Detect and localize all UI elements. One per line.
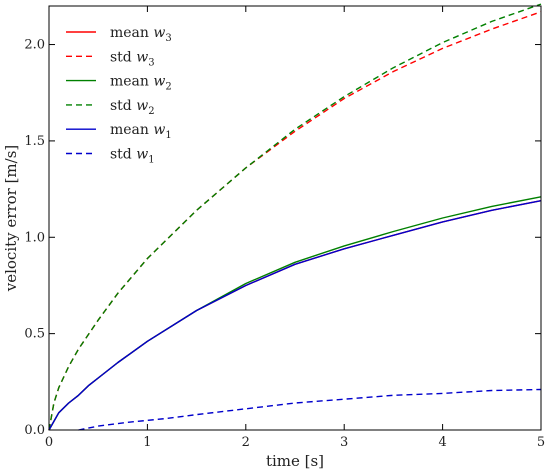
legend-label-var: w	[136, 49, 148, 65]
y-tick-label: 0.0	[24, 423, 45, 438]
legend-label-0: mean w3	[110, 25, 172, 44]
axis-ticks: 0 1 2 3 4 5 0.0 0.5 1.0 1.5 2.0	[24, 6, 545, 450]
legend-label-text: std	[110, 98, 136, 114]
legend-label-subscript: 2	[165, 82, 171, 93]
series-line-3	[48, 3, 542, 431]
y-axis-label: velocity error [m/s]	[2, 145, 20, 293]
legend-label-text: mean	[110, 122, 153, 138]
legend-label-1: std w3	[110, 49, 155, 68]
series-layer	[48, 3, 542, 431]
legend-label-4: mean w1	[110, 122, 172, 141]
legend-label-text: mean	[110, 74, 153, 90]
legend-label-var: w	[153, 122, 165, 138]
x-tick-label: 3	[340, 435, 348, 450]
plot-area-frame	[48, 5, 542, 431]
legend-label-var: w	[136, 98, 148, 114]
legend-label-subscript: 1	[148, 155, 154, 166]
x-tick-label: 4	[438, 435, 446, 450]
legend-label-text: mean	[110, 25, 153, 41]
series-line-2	[48, 196, 542, 431]
y-tick-label: 1.0	[24, 230, 45, 245]
legend-label-var: w	[136, 147, 148, 163]
x-tick-label: 5	[537, 435, 545, 450]
legend-label-5: std w1	[110, 147, 155, 166]
series-line-5	[78, 388, 542, 431]
x-tick-label: 2	[242, 435, 250, 450]
legend-label-subscript: 1	[165, 130, 171, 141]
legend-label-subscript: 3	[165, 33, 171, 44]
legend-label-subscript: 2	[148, 106, 154, 117]
y-tick-label: 0.5	[24, 327, 45, 342]
series-line-0	[48, 200, 542, 431]
y-tick-label: 1.5	[24, 134, 45, 149]
legend-label-3: std w2	[110, 98, 155, 117]
legend-label-2: mean w2	[110, 74, 172, 93]
x-axis-label: time [s]	[266, 452, 324, 470]
legend-label-text: std	[110, 147, 136, 163]
series-line-4	[48, 200, 542, 431]
legend-label-subscript: 3	[148, 57, 154, 68]
legend-label-text: std	[110, 49, 136, 65]
x-tick-label: 1	[143, 435, 151, 450]
y-tick-label: 2.0	[24, 38, 45, 53]
legend-label-var: w	[153, 25, 165, 41]
legend-label-var: w	[153, 74, 165, 90]
x-tick-label: 0	[45, 435, 53, 450]
